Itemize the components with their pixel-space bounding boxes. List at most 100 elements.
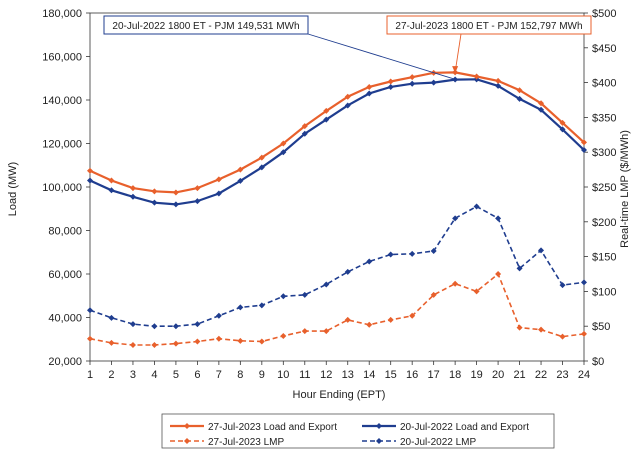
annotation-0: 20-Jul-2022 1800 ET - PJM 149,531 MWh (103, 15, 456, 80)
data-point (194, 321, 201, 328)
x-tick-label: 14 (363, 369, 375, 381)
y-left-tick-label: 180,000 (42, 8, 82, 20)
data-point (237, 337, 244, 344)
x-tick-label: 4 (151, 369, 157, 381)
data-point (323, 328, 330, 335)
data-point (430, 79, 437, 86)
data-point (344, 316, 351, 323)
data-point (559, 126, 566, 133)
x-tick-label: 19 (470, 369, 482, 381)
y-left-tick-label: 100,000 (42, 182, 82, 194)
data-point (258, 164, 265, 171)
data-point (344, 93, 351, 100)
data-point (452, 280, 459, 287)
x-tick-label: 21 (513, 369, 525, 381)
data-point (237, 304, 244, 311)
x-tick-label: 5 (173, 369, 179, 381)
annotation-leader (307, 33, 456, 80)
x-tick-label: 20 (492, 369, 504, 381)
data-point (366, 83, 373, 90)
legend-label: 20-Jul-2022 Load and Export (400, 422, 529, 433)
data-point (108, 339, 115, 346)
data-point (280, 332, 287, 339)
legend-item-2: 27-Jul-2023 LMP (170, 437, 284, 448)
series-3 (87, 203, 587, 330)
data-point (194, 185, 201, 192)
data-point (194, 338, 201, 345)
data-point (237, 166, 244, 173)
series-line (89, 272, 585, 346)
data-point (473, 288, 480, 295)
y-right-tick-label: $250 (592, 182, 616, 194)
data-point (172, 201, 179, 208)
y-left-tick-label: 160,000 (42, 52, 82, 64)
x-tick-label: 9 (259, 369, 265, 381)
legend-label: 27-Jul-2023 LMP (208, 437, 284, 448)
data-point (387, 316, 394, 323)
data-point (301, 328, 308, 335)
series-2 (87, 271, 587, 348)
data-point (516, 87, 523, 94)
data-point (344, 102, 351, 109)
data-point (129, 193, 136, 200)
data-point (452, 215, 459, 222)
data-point (538, 100, 545, 107)
data-point (215, 176, 222, 183)
x-axis-label: Hour Ending (EPT) (293, 389, 386, 401)
x-tick-label: 24 (578, 369, 590, 381)
data-point (559, 119, 566, 126)
data-point (129, 185, 136, 192)
data-point (430, 248, 437, 255)
x-tick-label: 16 (406, 369, 418, 381)
legend-marker (376, 438, 382, 444)
x-tick-label: 3 (130, 369, 136, 381)
x-tick-label: 23 (556, 369, 568, 381)
data-point (581, 330, 587, 337)
annotation-layer: 20-Jul-2022 1800 ET - PJM 149,531 MWh 27-… (103, 15, 592, 80)
x-tick-label: 6 (194, 369, 200, 381)
data-point (495, 77, 502, 84)
y-right-tick-label: $0 (592, 356, 604, 368)
data-point (409, 80, 416, 87)
data-point (495, 271, 502, 277)
annotation-arrowhead (452, 66, 459, 74)
legend-item-1: 20-Jul-2022 Load and Export (362, 422, 529, 433)
y-right-tick-label: $400 (592, 78, 616, 90)
y-left-tick-label: 120,000 (42, 139, 82, 151)
data-point (258, 338, 265, 345)
data-point (108, 177, 115, 184)
annotation-box (103, 15, 309, 35)
annotation-1: 27-Jul-2023 1800 ET - PJM 152,797 MWh (386, 15, 592, 74)
y-axis-left-label: Load (MW) (7, 162, 19, 216)
data-point (151, 323, 158, 330)
data-point (538, 106, 545, 113)
data-point (301, 130, 308, 137)
data-point (409, 312, 416, 319)
axes: 20,00040,00060,00080,000100,000120,00014… (42, 8, 616, 381)
data-point (280, 140, 287, 147)
data-point (151, 199, 158, 206)
y-left-tick-label: 140,000 (42, 95, 82, 107)
data-point (581, 139, 587, 146)
data-point (538, 326, 545, 333)
legend-marker (184, 423, 190, 429)
y-right-tick-label: $350 (592, 112, 616, 124)
data-point (172, 189, 179, 196)
data-point (87, 177, 93, 184)
data-point (559, 282, 566, 289)
data-point (237, 177, 244, 184)
data-point (366, 90, 373, 97)
data-point (87, 167, 93, 174)
data-point (473, 203, 480, 210)
data-point (430, 291, 437, 298)
data-point (194, 198, 201, 205)
x-tick-label: 12 (320, 369, 332, 381)
series-1 (87, 76, 587, 208)
data-point (581, 147, 587, 154)
legend: 27-Jul-2023 Load and Export 20-Jul-2022 L… (161, 413, 555, 449)
data-point (366, 258, 373, 265)
y-left-tick-label: 40,000 (48, 313, 82, 325)
data-point (495, 215, 502, 222)
